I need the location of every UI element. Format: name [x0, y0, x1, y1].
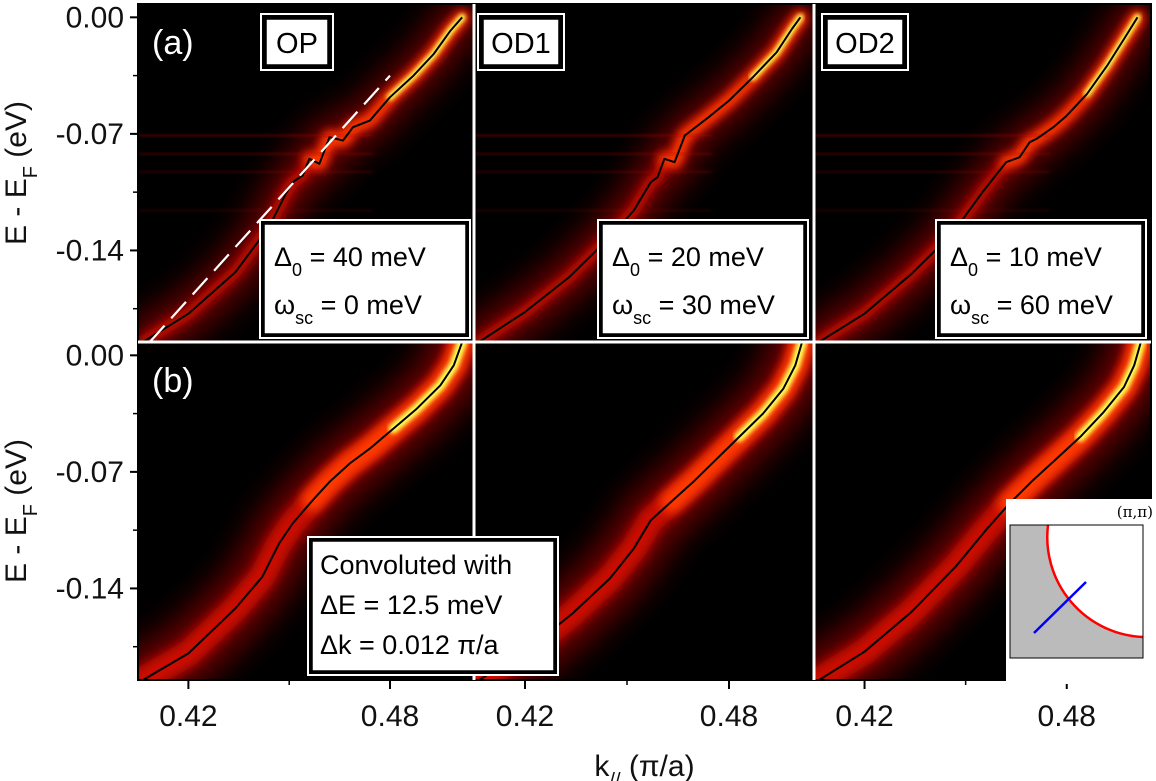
- inset-label-gamma: Γ: [994, 660, 1004, 678]
- fermi-surface: [1046, 524, 1144, 639]
- y-tick-label: 0.00: [66, 339, 124, 372]
- kink-streak: [814, 208, 1050, 212]
- kink-streak: [474, 170, 712, 174]
- dispersion-line: [818, 342, 1142, 680]
- convolution-line: ΔE = 12.5 meV: [320, 590, 502, 620]
- y-tick-label: 0.00: [66, 1, 124, 34]
- brillouin-zone-inset: (π,π) Γ: [994, 499, 1156, 684]
- kink-streak: [138, 170, 374, 174]
- convolution-line: Convoluted with: [320, 550, 512, 580]
- panel-letter: (b): [152, 362, 194, 400]
- dispersion-line: [142, 342, 464, 680]
- dispersion-line: [818, 16, 1139, 342]
- panel-letter: (a): [152, 24, 194, 62]
- tag-label: OP: [276, 28, 318, 60]
- dispersion-line: [478, 342, 804, 680]
- omega-label: ωsc = 60 meV: [950, 290, 1113, 328]
- tag-label: OD1: [491, 28, 551, 60]
- x-tick-label: 0.48: [361, 700, 419, 733]
- kink-streak: [814, 134, 1050, 138]
- kink-streak: [138, 208, 374, 212]
- x-tick-label: 0.42: [159, 700, 217, 733]
- tag-box-od2: OD2: [821, 13, 909, 71]
- delta-label: Δ0 = 10 meV: [950, 242, 1102, 280]
- bare-band-dashed: [148, 74, 391, 342]
- x-tick-label: 0.42: [496, 700, 554, 733]
- delta-label: Δ0 = 20 meV: [612, 242, 764, 280]
- omega-label: ωsc = 30 meV: [612, 290, 775, 328]
- kink-streak: [474, 134, 712, 138]
- kink-streak: [474, 208, 712, 212]
- y-tick-label: -0.14: [56, 572, 124, 605]
- x-axis-title: k// (π/a): [594, 750, 694, 781]
- dispersion-line: [478, 16, 802, 342]
- kink-streak: [138, 152, 374, 156]
- y-axis-title: E - EF (eV): [0, 439, 42, 583]
- y-tick-label: -0.07: [56, 456, 124, 489]
- parameter-box: Δ0 = 40 meV ωsc = 0 meV: [259, 219, 471, 339]
- kink-streak: [138, 134, 374, 138]
- kink-streak: [474, 152, 712, 156]
- convolution-box: Convoluted with ΔE = 12.5 meV Δk = 0.012 π…: [307, 536, 559, 676]
- x-tick-label: 0.48: [700, 700, 758, 733]
- x-tick-label: 0.42: [835, 700, 893, 733]
- y-axis-title: E - EF (eV): [0, 101, 42, 245]
- convolution-line: Δk = 0.012 π/a: [320, 630, 500, 660]
- kink-streak: [814, 170, 1050, 174]
- inset-border: [1009, 524, 1144, 659]
- y-tick-label: -0.07: [56, 118, 124, 151]
- kink-streak: [814, 152, 1050, 156]
- parameter-box: Δ0 = 20 meV ωsc = 30 meV: [597, 219, 809, 339]
- x-tick-label: 0.48: [1038, 700, 1096, 733]
- unoccupied-region: [1047, 525, 1143, 637]
- tag-label: OD2: [835, 28, 895, 60]
- momentum-cut: [1033, 581, 1087, 634]
- delta-label: Δ0 = 40 meV: [274, 242, 426, 280]
- tag-box-od1: OD1: [477, 13, 565, 71]
- spectral-panel-b-1: [138, 342, 474, 680]
- parameter-box: Δ0 = 10 meV ωsc = 60 meV: [935, 219, 1147, 339]
- omega-label: ωsc = 0 meV: [274, 290, 422, 328]
- inset-label-pipi: (π,π): [1117, 503, 1153, 521]
- y-tick-label: -0.14: [56, 234, 124, 267]
- tag-box-op: OP: [260, 13, 334, 71]
